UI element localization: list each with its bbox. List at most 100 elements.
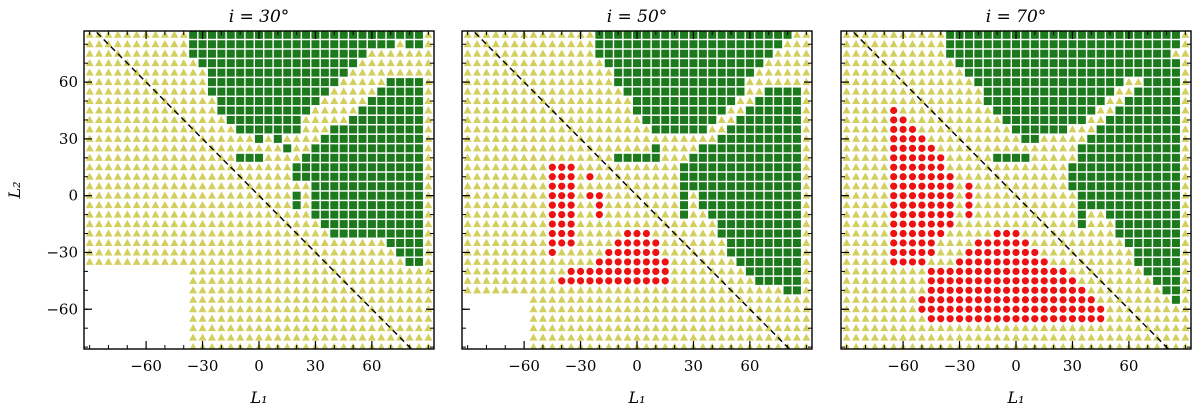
triangle-marker [614,163,623,171]
square-marker [1171,134,1180,143]
square-marker [1143,78,1152,87]
triangle-marker [699,342,707,349]
triangle-marker [198,248,207,256]
square-marker [377,134,386,143]
triangle-marker [1059,323,1068,332]
square-marker [764,115,773,124]
square-marker [292,97,301,106]
triangle-marker [946,257,955,265]
circle-marker [1012,305,1020,313]
square-marker [236,153,245,162]
triangle-marker [207,182,216,190]
triangle-marker [852,172,861,180]
square-marker [689,182,698,191]
triangle-marker [661,200,670,209]
triangle-marker [123,153,132,161]
square-marker [689,153,698,162]
triangle-marker [245,229,254,237]
square-marker [1040,87,1049,96]
square-marker [1087,87,1096,96]
square-marker [774,220,783,229]
circle-marker [605,248,613,257]
circle-marker [899,192,907,200]
triangle-marker [132,49,141,57]
square-marker [245,78,254,87]
square-marker [1124,172,1133,181]
circle-marker [595,267,603,275]
square-marker [1077,144,1086,153]
circle-marker [899,163,907,171]
square-marker [414,106,423,115]
triangle-marker [491,182,500,190]
triangle-marker [727,115,736,123]
square-marker [680,59,689,68]
triangle-marker [670,153,679,161]
triangle-marker [386,276,395,284]
square-marker [405,125,414,134]
square-marker [1096,163,1105,172]
triangle-marker [880,191,889,199]
triangle-marker [1162,295,1171,303]
triangle-marker [501,191,510,199]
triangle-marker [651,295,660,303]
circle-marker [918,229,926,238]
square-marker [783,87,792,96]
triangle-marker [142,219,151,228]
triangle-marker [974,191,983,199]
square-marker [1068,115,1077,124]
triangle-marker [870,68,879,76]
circle-marker [984,248,992,257]
square-marker [1021,134,1030,143]
triangle-marker [567,323,576,332]
triangle-marker [633,305,641,313]
triangle-marker [538,87,547,95]
square-marker [698,78,707,87]
triangle-marker [482,144,491,152]
blank-region [84,265,188,349]
circle-marker [918,258,926,266]
circle-marker [946,211,954,219]
square-marker [708,87,717,96]
triangle-marker [936,248,945,256]
triangle-marker [538,40,547,48]
square-marker [755,31,764,39]
circle-marker [1059,267,1067,275]
square-marker [1068,87,1077,96]
triangle-marker [605,342,613,349]
triangle-marker [842,210,851,218]
square-marker [386,97,395,106]
triangle-marker [1096,238,1105,246]
square-marker [414,220,423,229]
square-marker [661,31,670,39]
triangle-marker [132,68,141,76]
triangle-marker [1087,286,1096,294]
triangle-marker [520,276,529,284]
square-marker [680,125,689,134]
square-marker [1171,191,1180,200]
square-marker [1021,87,1030,96]
triangle-marker [349,257,358,265]
triangle-marker [623,295,632,303]
square-marker [1134,201,1143,210]
triangle-marker [908,31,917,38]
square-marker [330,191,339,200]
triangle-marker [576,40,585,48]
triangle-marker [717,238,726,246]
triangle-marker [899,68,908,76]
triangle-marker [160,182,169,190]
triangle-marker [680,305,689,313]
triangle-marker [113,238,122,246]
triangle-marker [661,248,670,256]
triangle-marker [529,267,538,275]
circle-marker [927,229,935,238]
triangle-marker [670,323,679,332]
circle-marker [993,258,1001,266]
triangle-marker [320,286,329,294]
triangle-marker [792,305,801,313]
triangle-marker [463,267,472,275]
triangle-marker [198,153,207,161]
triangle-marker [633,134,641,142]
triangle-marker [198,257,207,265]
square-marker [217,59,226,68]
square-marker [367,106,376,115]
